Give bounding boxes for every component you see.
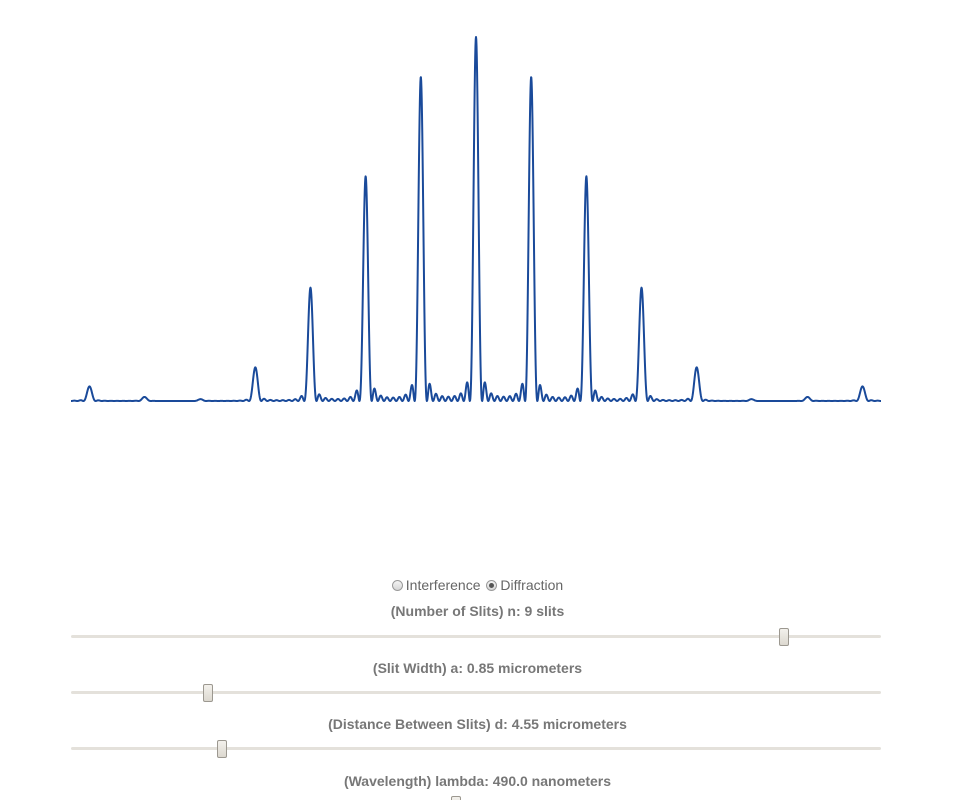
slits-label: (Number of Slits) n: 9 slits: [390, 603, 565, 619]
diffraction-radio[interactable]: [486, 580, 498, 591]
mode-selector: Interference Diffraction: [0, 576, 955, 594]
intensity-plot: [70, 36, 882, 402]
diffraction-option[interactable]: Diffraction: [486, 577, 563, 593]
slit-width-slider-handle[interactable]: [203, 684, 213, 702]
intensity-curve: [70, 36, 882, 402]
wavelength-slider-handle[interactable]: [451, 796, 461, 800]
slits-slider[interactable]: [71, 628, 881, 646]
interference-label: Interference: [405, 577, 481, 593]
slit-width-label: (Slit Width) a: 0.85 micrometers: [372, 660, 583, 676]
slit-distance-label: (Distance Between Slits) d: 4.55 microme…: [328, 716, 627, 732]
slits-slider-handle[interactable]: [779, 628, 789, 646]
wavelength-label: (Wavelength) lambda: 490.0 nanometers: [343, 773, 612, 789]
interference-option[interactable]: Interference: [391, 577, 485, 593]
slit-distance-slider-handle[interactable]: [217, 740, 228, 758]
slit-width-slider[interactable]: [71, 684, 881, 702]
diffraction-label: Diffraction: [500, 577, 564, 593]
interference-radio[interactable]: [391, 580, 403, 591]
slit-distance-slider[interactable]: [71, 740, 881, 758]
